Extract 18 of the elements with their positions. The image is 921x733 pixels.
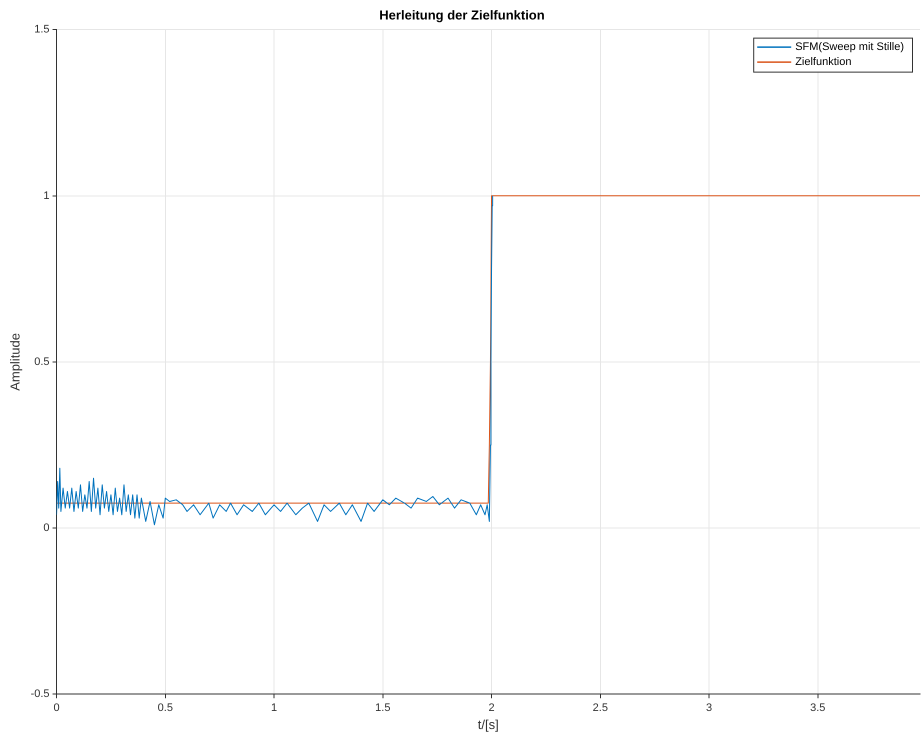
x-tick-label: 1 — [270, 702, 278, 714]
y-tick-label: 0 — [43, 522, 50, 534]
legend-label: Zielfunktion — [795, 56, 852, 68]
y-tick-label: 0.5 — [34, 356, 50, 368]
x-tick-label: 0.5 — [158, 702, 173, 714]
x-tick-label: 3 — [706, 702, 712, 714]
y-tick-label: 1 — [43, 190, 50, 202]
x-tick-label: 2 — [488, 702, 495, 714]
x-tick-label: 1.5 — [375, 702, 390, 714]
x-tick-label: 3.5 — [810, 702, 826, 714]
y-tick-label: -0.5 — [30, 688, 50, 700]
y-axis-title: Amplitude — [7, 332, 22, 391]
x-tick-label: 0 — [53, 702, 60, 714]
x-axis-title: t/[s] — [478, 716, 499, 732]
y-tick-label: 1.5 — [34, 24, 50, 36]
chart-title: Herleitung der Zielfunktion — [379, 7, 545, 22]
legend-label: SFM(Sweep mit Stille) — [795, 41, 904, 54]
x-tick-label: 2.5 — [592, 702, 608, 714]
